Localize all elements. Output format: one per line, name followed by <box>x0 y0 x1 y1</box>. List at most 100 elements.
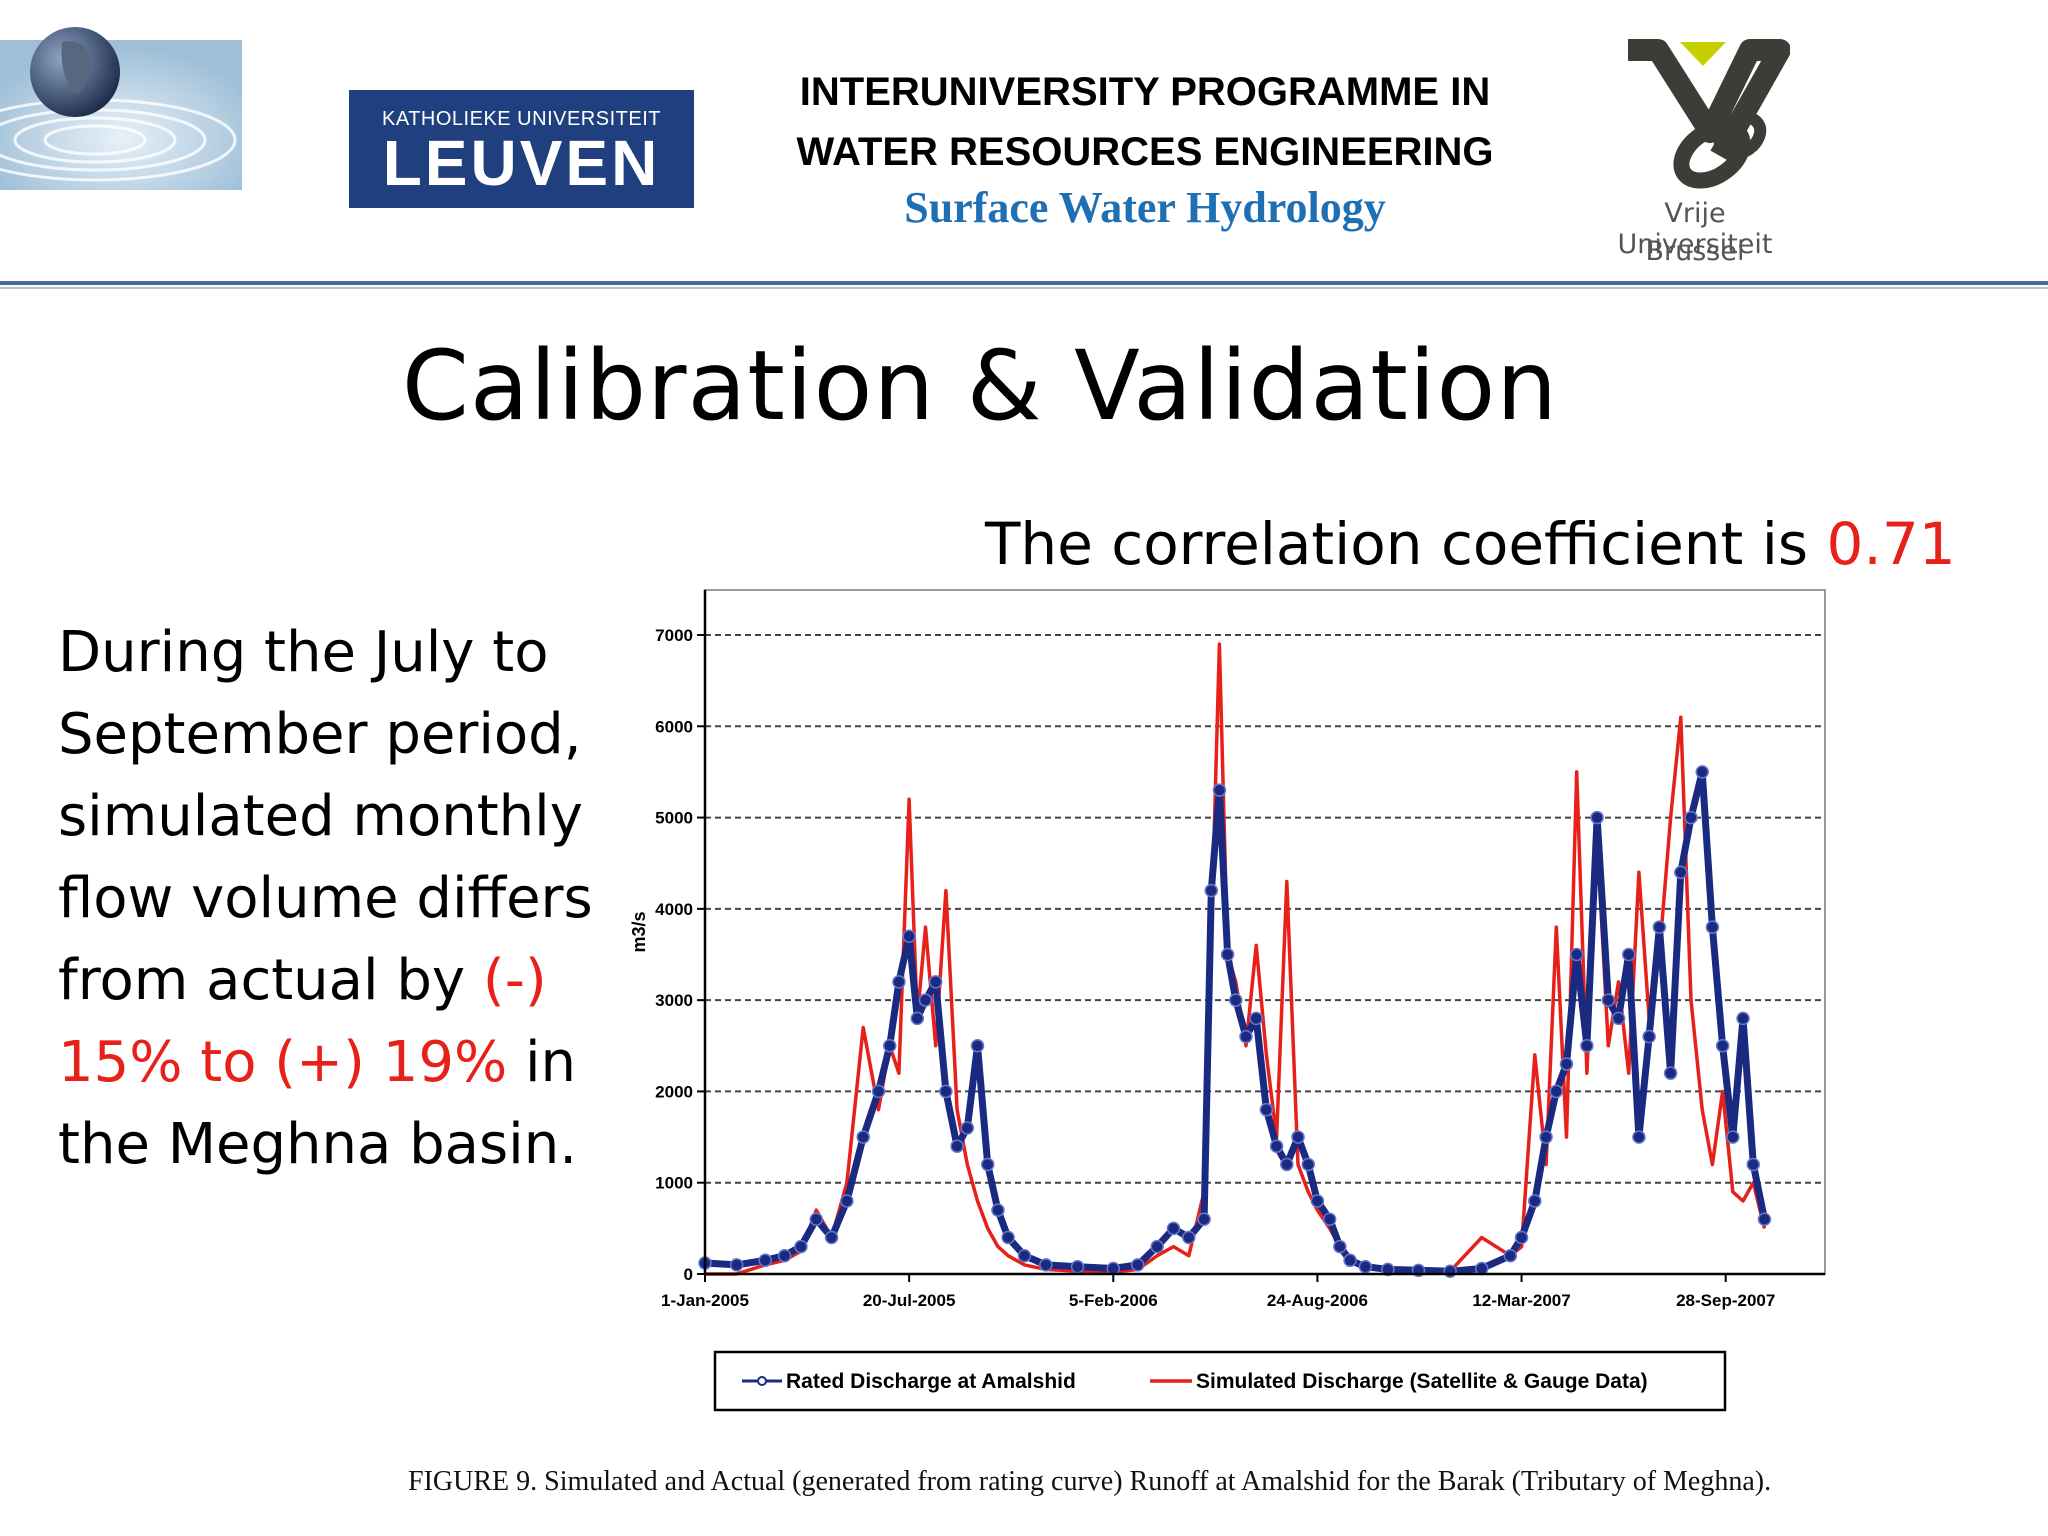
vub-name-line2: Brussel <box>1645 236 1745 267</box>
x-tick-label: 20-Jul-2005 <box>863 1291 956 1310</box>
course-name: Surface Water Hydrology <box>904 183 1386 232</box>
figure-caption: FIGURE 9. Simulated and Actual (generate… <box>408 1466 1772 1497</box>
data-point-rated-discharge <box>1322 1212 1337 1226</box>
correlation-statement: The correlation coefficient is 0.71 <box>985 510 1956 578</box>
data-point-rated-discharge <box>980 1157 995 1172</box>
data-point-rated-discharge <box>902 929 916 943</box>
data-point-rated-discharge <box>950 1139 964 1153</box>
x-tick-label: 1-Jan-2005 <box>661 1291 749 1310</box>
y-tick-label: 5000 <box>655 809 693 828</box>
y-tick-label: 6000 <box>655 717 693 736</box>
data-point-rated-discharge <box>1726 1130 1740 1144</box>
header-divider <box>0 281 2048 285</box>
data-point-rated-discharge <box>1280 1157 1294 1172</box>
data-point-rated-discharge <box>1239 1029 1253 1044</box>
data-point-rated-discharge <box>882 1039 897 1053</box>
ku-leuven-logo-line2: LEUVEN <box>382 126 661 199</box>
data-point-rated-discharge <box>1017 1248 1032 1263</box>
slide-title: Calibration & Validation <box>401 330 1559 442</box>
data-point-rated-discharge <box>1220 947 1235 962</box>
data-point-rated-discharge <box>1291 1130 1305 1144</box>
data-point-rated-discharge <box>1652 920 1667 934</box>
data-point-rated-discharge <box>777 1248 792 1263</box>
data-point-rated-discharge <box>1229 993 1243 1007</box>
y-tick-label: 1000 <box>655 1174 693 1193</box>
data-point-rated-discharge <box>1601 993 1616 1007</box>
y-tick-label: 7000 <box>655 626 693 645</box>
data-point-rated-discharge <box>1705 920 1720 934</box>
data-point-rated-discharge <box>758 1253 772 1268</box>
data-point-rated-discharge <box>1381 1262 1395 1277</box>
data-point-rated-discharge <box>1150 1239 1164 1254</box>
legend: Rated Discharge at Amalshid Simulated Dis… <box>713 1350 1727 1412</box>
data-point-rated-discharge <box>970 1039 985 1053</box>
data-point-rated-discharge <box>1182 1230 1196 1245</box>
series-layer <box>698 642 1772 1279</box>
data-point-rated-discharge <box>1695 765 1709 779</box>
y-tick-label: 3000 <box>655 991 693 1010</box>
legend-box <box>713 1350 1727 1412</box>
data-point-rated-discharge <box>1611 1011 1626 1026</box>
data-point-rated-discharge <box>1757 1212 1772 1226</box>
data-point-rated-discharge <box>1039 1258 1053 1272</box>
data-point-rated-discharge <box>960 1121 975 1135</box>
data-point-rated-discharge <box>840 1194 854 1208</box>
data-point-rated-discharge <box>1549 1084 1564 1099</box>
x-tick-label: 28-Sep-2007 <box>1676 1291 1775 1310</box>
ku-leuven-logo-line1: KATHOLIEKE UNIVERSITEIT <box>382 107 661 130</box>
x-tick-label: 24-Aug-2006 <box>1267 1291 1368 1310</box>
data-point-rated-discharge <box>1559 1057 1574 1071</box>
discharge-chart: 0 1000 2000 3000 4000 5000 6000 7000 m3/s 1-Jan-2… <box>629 589 1826 1412</box>
data-point-rated-discharge <box>1310 1194 1325 1208</box>
header-divider-light <box>0 287 2048 289</box>
data-point-rated-discharge <box>1204 883 1219 898</box>
data-point-rated-discharge <box>1269 1139 1284 1153</box>
data-point-rated-discharge <box>729 1258 744 1272</box>
y-tick-label: 2000 <box>655 1082 693 1101</box>
y-tick-label: 0 <box>684 1265 693 1284</box>
data-point-rated-discharge <box>1249 1011 1263 1026</box>
data-point-rated-discharge <box>939 1084 953 1099</box>
body-text-part2: in the Meghna basin. <box>58 1030 578 1177</box>
data-point-rated-discharge <box>1674 865 1688 880</box>
legend-label-rated: Rated Discharge at Amalshid <box>786 1370 1076 1393</box>
correlation-value: 0.71 <box>1826 510 1956 578</box>
data-point-rated-discharge <box>1106 1261 1121 1276</box>
data-point-rated-discharge <box>871 1084 886 1099</box>
axis-layer: 0 1000 2000 3000 4000 5000 6000 7000 m3/s 1-Jan-2… <box>629 590 1825 1310</box>
data-point-rated-discharge <box>1663 1066 1678 1080</box>
y-axis-label: m3/s <box>629 911 649 952</box>
vub-name-line1: Vrije Universiteit <box>1617 198 1773 260</box>
data-point-rated-discharge <box>824 1230 839 1245</box>
body-text-highlight: (-) 15% to (+) 19% <box>58 948 547 1095</box>
data-point-rated-discharge <box>1131 1258 1145 1272</box>
data-point-rated-discharge <box>1539 1130 1553 1144</box>
programme-title-line1: INTERUNIVERSITY PROGRAMME IN <box>799 70 1491 114</box>
data-point-rated-discharge <box>1528 1194 1542 1208</box>
data-point-rated-discharge <box>1343 1253 1357 1268</box>
data-point-rated-discharge <box>1514 1230 1529 1245</box>
data-point-rated-discharge <box>1736 1011 1750 1026</box>
data-point-rated-discharge <box>1001 1230 1015 1245</box>
water-globe-logo <box>0 27 242 190</box>
data-point-rated-discharge <box>1746 1157 1761 1172</box>
data-point-rated-discharge <box>1259 1102 1274 1117</box>
data-point-rated-discharge <box>1070 1259 1085 1274</box>
data-point-rated-discharge <box>910 1011 925 1026</box>
ku-leuven-logo: KATHOLIEKE UNIVERSITEIT LEUVEN <box>349 90 694 208</box>
data-point-rated-discharge <box>1443 1264 1457 1279</box>
data-point-rated-discharge <box>1358 1259 1373 1274</box>
data-point-rated-discharge <box>1503 1248 1518 1263</box>
legend-label-simulated: Simulated Discharge (Satellite & Gauge D… <box>1196 1370 1648 1393</box>
data-point-rated-discharge <box>1632 1130 1646 1144</box>
data-point-rated-discharge <box>928 975 943 989</box>
data-point-rated-discharge <box>1684 810 1698 825</box>
data-point-rated-discharge <box>1569 947 1584 962</box>
data-point-rated-discharge <box>918 993 933 1007</box>
data-point-rated-discharge <box>991 1203 1005 1217</box>
data-point-rated-discharge <box>794 1239 808 1254</box>
data-point-rated-discharge <box>892 975 906 989</box>
data-point-rated-discharge <box>1474 1261 1489 1276</box>
correlation-label: The correlation coefficient is <box>985 510 1827 578</box>
y-tick-label: 4000 <box>655 900 693 919</box>
